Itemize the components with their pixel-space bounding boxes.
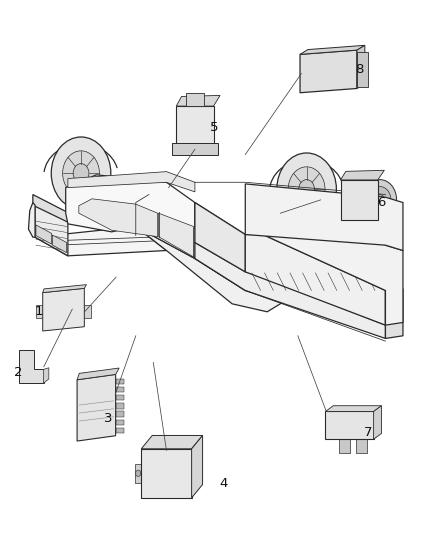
Polygon shape (36, 225, 52, 244)
Bar (116, 395, 124, 400)
Polygon shape (245, 233, 385, 325)
Text: 1: 1 (34, 305, 43, 318)
Bar (169, 471, 181, 487)
Circle shape (177, 479, 180, 483)
Polygon shape (245, 195, 403, 325)
Circle shape (51, 137, 111, 209)
Bar (339, 438, 350, 453)
Polygon shape (159, 213, 194, 257)
Circle shape (304, 58, 310, 66)
Bar (116, 419, 124, 425)
Text: 7: 7 (364, 426, 372, 439)
Polygon shape (136, 227, 285, 312)
Bar (116, 387, 124, 392)
Polygon shape (53, 235, 67, 253)
Circle shape (152, 479, 156, 483)
Circle shape (170, 479, 173, 483)
Text: 4: 4 (219, 478, 228, 490)
Polygon shape (77, 374, 116, 441)
Circle shape (135, 470, 141, 477)
Polygon shape (340, 180, 378, 220)
Polygon shape (68, 172, 195, 192)
Circle shape (44, 320, 49, 326)
Circle shape (304, 75, 310, 83)
Polygon shape (325, 411, 374, 439)
Polygon shape (192, 435, 202, 498)
Polygon shape (195, 203, 245, 272)
Bar (152, 471, 164, 487)
Polygon shape (195, 243, 385, 338)
Polygon shape (176, 95, 220, 106)
Polygon shape (42, 288, 84, 331)
Text: 3: 3 (104, 412, 113, 425)
Polygon shape (172, 143, 218, 155)
Polygon shape (357, 45, 365, 88)
Bar (83, 305, 91, 318)
Bar (36, 305, 44, 318)
Polygon shape (385, 289, 403, 338)
Circle shape (299, 180, 314, 199)
Circle shape (63, 151, 99, 196)
Polygon shape (245, 184, 403, 251)
Circle shape (175, 147, 182, 156)
Circle shape (363, 180, 396, 220)
Bar (116, 427, 124, 433)
Polygon shape (33, 195, 69, 223)
Polygon shape (19, 350, 43, 383)
Bar (356, 438, 367, 453)
Polygon shape (374, 406, 381, 439)
Circle shape (73, 164, 89, 183)
Polygon shape (300, 45, 365, 54)
Circle shape (156, 479, 159, 483)
Polygon shape (141, 449, 192, 498)
Circle shape (277, 153, 336, 225)
Circle shape (173, 479, 177, 483)
Polygon shape (325, 406, 381, 411)
Text: 6: 6 (377, 196, 385, 209)
Bar (116, 403, 124, 409)
Polygon shape (186, 93, 204, 106)
Polygon shape (43, 368, 49, 383)
Polygon shape (77, 368, 119, 379)
Text: 2: 2 (14, 366, 23, 378)
Polygon shape (66, 175, 195, 259)
Text: 8: 8 (355, 63, 364, 76)
Polygon shape (194, 228, 215, 268)
Circle shape (363, 420, 371, 431)
Polygon shape (357, 52, 368, 87)
Polygon shape (340, 171, 384, 180)
Polygon shape (195, 203, 245, 290)
Bar (116, 379, 124, 384)
Circle shape (375, 195, 384, 205)
Bar (116, 411, 124, 417)
Polygon shape (141, 435, 202, 449)
Polygon shape (35, 200, 68, 256)
Circle shape (288, 167, 325, 212)
Bar (135, 464, 142, 483)
Polygon shape (300, 50, 357, 93)
Polygon shape (176, 106, 214, 144)
Polygon shape (79, 199, 158, 237)
Polygon shape (28, 203, 35, 237)
Circle shape (208, 147, 215, 156)
Polygon shape (42, 285, 87, 293)
Text: 5: 5 (210, 122, 219, 134)
Circle shape (159, 479, 163, 483)
Circle shape (369, 187, 391, 213)
Bar (338, 219, 343, 226)
Polygon shape (35, 227, 166, 256)
